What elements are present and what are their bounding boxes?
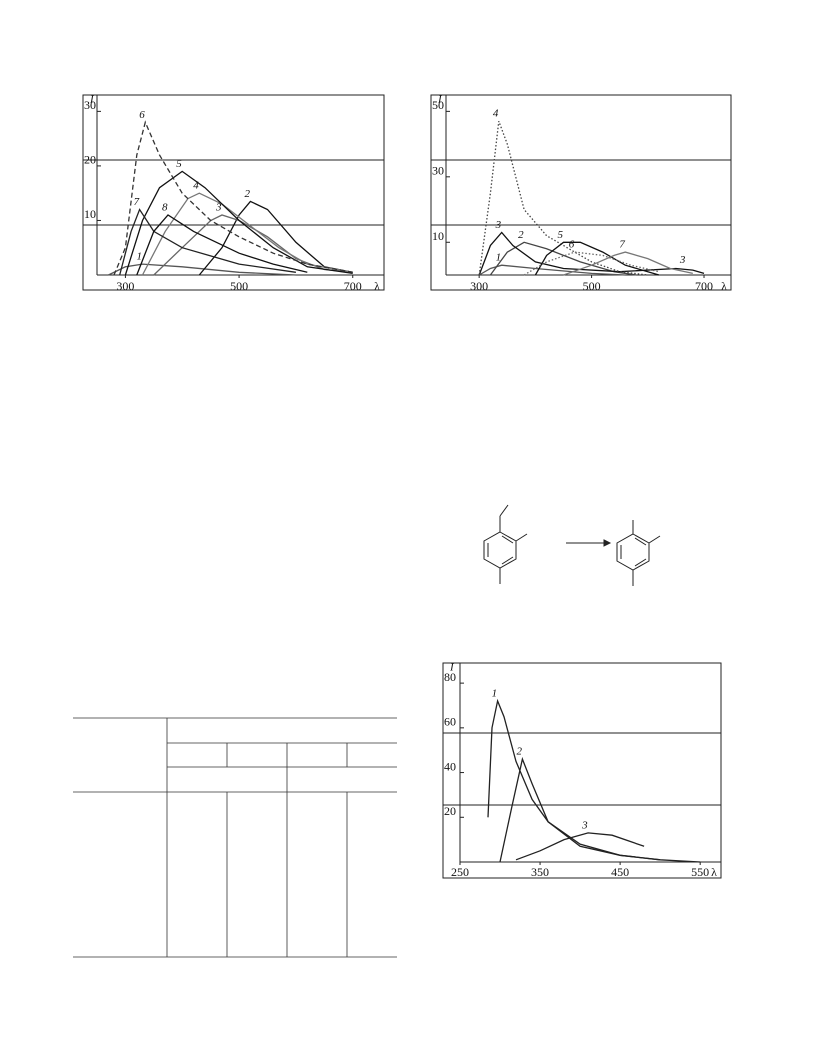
x-axis-label: λ: [374, 279, 380, 293]
chart-frame: [430, 94, 732, 291]
y-axis-label: I: [449, 662, 455, 674]
curve-label: 2: [518, 229, 524, 241]
curve: [523, 251, 660, 276]
y-tick-label: 40: [444, 759, 456, 773]
curve-label: 5: [176, 158, 182, 170]
reaction-scheme: [483, 504, 661, 586]
curve-label: 3: [679, 254, 686, 266]
y-tick-label: 30: [432, 164, 444, 178]
curve: [487, 698, 661, 861]
curve-label: 1: [496, 252, 502, 264]
curve-label: 8: [162, 202, 168, 214]
x-axis-label: λ: [721, 279, 727, 293]
x-tick-label: 500: [230, 279, 248, 293]
curve-label: 3: [215, 202, 222, 214]
curve: [478, 231, 705, 276]
curve-label: 5: [557, 229, 563, 241]
y-axis-label: I: [89, 94, 95, 106]
y-tick-label: 10: [432, 229, 444, 243]
chart-frame: [442, 662, 722, 879]
curve-label: 1: [492, 688, 498, 700]
curve-label: 3: [495, 219, 502, 231]
x-tick-label: 300: [470, 279, 488, 293]
curve: [478, 120, 648, 276]
curve: [534, 241, 660, 276]
chart-frame: [82, 94, 385, 291]
curve: [124, 170, 353, 276]
x-tick-label: 350: [531, 865, 549, 879]
x-tick-label: 450: [611, 865, 629, 879]
y-tick-label: 20: [84, 153, 96, 167]
curve: [499, 756, 701, 863]
y-tick-label: 30: [84, 98, 96, 112]
curve-label: 7: [619, 239, 625, 251]
curve: [563, 251, 693, 276]
curve-label: 3: [581, 819, 588, 831]
curve-label: 4: [493, 108, 499, 120]
curve-label: 7: [134, 196, 140, 208]
x-tick-label: 300: [116, 279, 134, 293]
curve-label: 6: [139, 109, 145, 121]
curve: [198, 200, 353, 276]
x-tick-label: 250: [451, 865, 469, 879]
x-tick-label: 550: [691, 865, 709, 879]
curve-label: 2: [516, 746, 522, 758]
table-grid: [73, 717, 397, 958]
curve-label: 6: [569, 239, 575, 251]
y-tick-label: 80: [444, 670, 456, 684]
y-axis-label: I: [437, 94, 443, 106]
x-tick-label: 700: [344, 279, 362, 293]
curve: [113, 120, 353, 276]
curve: [515, 832, 645, 861]
curve-label: 1: [136, 251, 142, 263]
curve: [108, 263, 296, 276]
y-tick-label: 50: [432, 98, 444, 112]
curve-label: 4: [193, 180, 199, 192]
y-tick-label: 10: [84, 207, 96, 221]
curve: [136, 214, 308, 276]
x-tick-label: 700: [695, 279, 713, 293]
curve: [478, 264, 626, 276]
y-tick-label: 60: [444, 715, 456, 729]
curve-label: 2: [244, 188, 250, 200]
y-tick-label: 20: [444, 804, 456, 818]
x-axis-label: λ: [711, 865, 717, 879]
x-tick-label: 500: [583, 279, 601, 293]
